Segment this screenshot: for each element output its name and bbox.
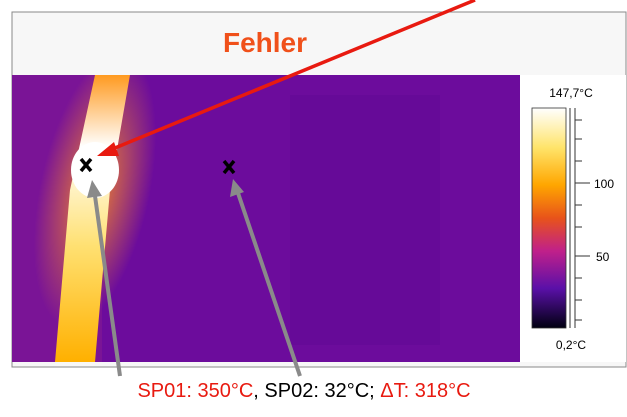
caption-sp02: , SP02: 32°C;: [253, 380, 380, 402]
colorbar-max: 147,7°C: [549, 86, 593, 100]
colorbar-tick: 50: [596, 250, 610, 264]
caption: SP01: 350°C, SP02: 32°C; ΔT: 318°C: [137, 380, 470, 402]
thermal-image: [12, 42, 520, 362]
colorbar: [532, 108, 566, 328]
caption-delta: ΔT: 318°C: [380, 380, 470, 402]
figure: Fehler 147,7°C 100 50 0,2°C SP01: 350°C,…: [0, 0, 627, 412]
colorbar-tick: 100: [594, 177, 614, 191]
page: Fehler 147,7°C 100 50 0,2°C SP01: 350°C,…: [0, 0, 627, 412]
caption-sp01: SP01: 350°C: [137, 380, 253, 402]
title: Fehler: [223, 27, 307, 58]
colorbar-min: 0,2°C: [556, 338, 586, 352]
